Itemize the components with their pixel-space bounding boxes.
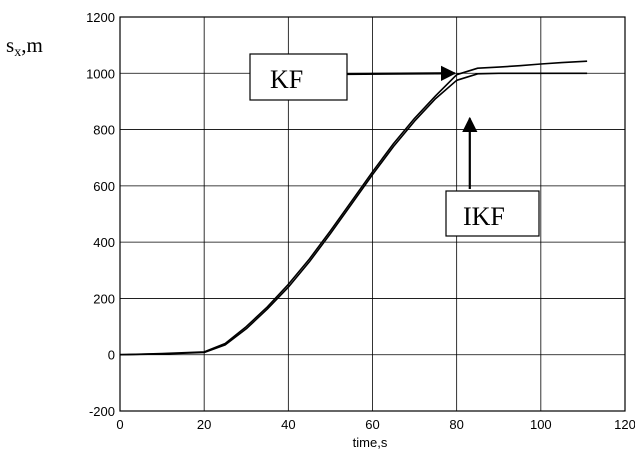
- y-tick-label: 800: [93, 123, 115, 138]
- y-axis-label-unit: ,m: [21, 33, 43, 57]
- annotation-ikf: IKF: [445, 116, 540, 237]
- x-axis-label: time,s: [353, 435, 388, 450]
- x-tick-label: 40: [281, 417, 295, 432]
- annotation-kf-arrow: [346, 65, 457, 82]
- y-axis-label-sub: x: [14, 45, 21, 60]
- x-tick-label: 0: [116, 417, 123, 432]
- annotation-ikf-label: IKF: [463, 202, 505, 231]
- y-tick-label: 600: [93, 179, 115, 194]
- annotation-kf: KF: [249, 53, 457, 101]
- x-tick-label: 120: [614, 417, 635, 432]
- x-tick-label: 20: [197, 417, 211, 432]
- y-axis-label-main: s: [6, 33, 14, 57]
- annotation-kf-label: KF: [270, 65, 303, 94]
- y-tick-label: -200: [89, 404, 115, 419]
- plot-frame: [119, 16, 626, 412]
- series-line-ikf: [119, 72, 588, 356]
- x-tick-label: 60: [365, 417, 379, 432]
- y-axis-label: sx,m: [6, 33, 43, 60]
- annotation-ikf-box: [445, 190, 540, 237]
- y-tick-label: 0: [108, 348, 115, 363]
- series-line-kf: [119, 60, 588, 356]
- x-axis-label-text: time,s: [353, 435, 388, 450]
- y-axis-label-text: sx,m: [6, 33, 43, 60]
- x-tick-label: 80: [449, 417, 463, 432]
- series-lines: [119, 60, 588, 356]
- y-tick-label: 1000: [86, 66, 115, 81]
- annotation-kf-box: [249, 53, 348, 101]
- y-tick-label: 200: [93, 291, 115, 306]
- x-tick-label: 100: [530, 417, 552, 432]
- y-tick-label: 1200: [86, 10, 115, 25]
- y-tick-label: 400: [93, 235, 115, 250]
